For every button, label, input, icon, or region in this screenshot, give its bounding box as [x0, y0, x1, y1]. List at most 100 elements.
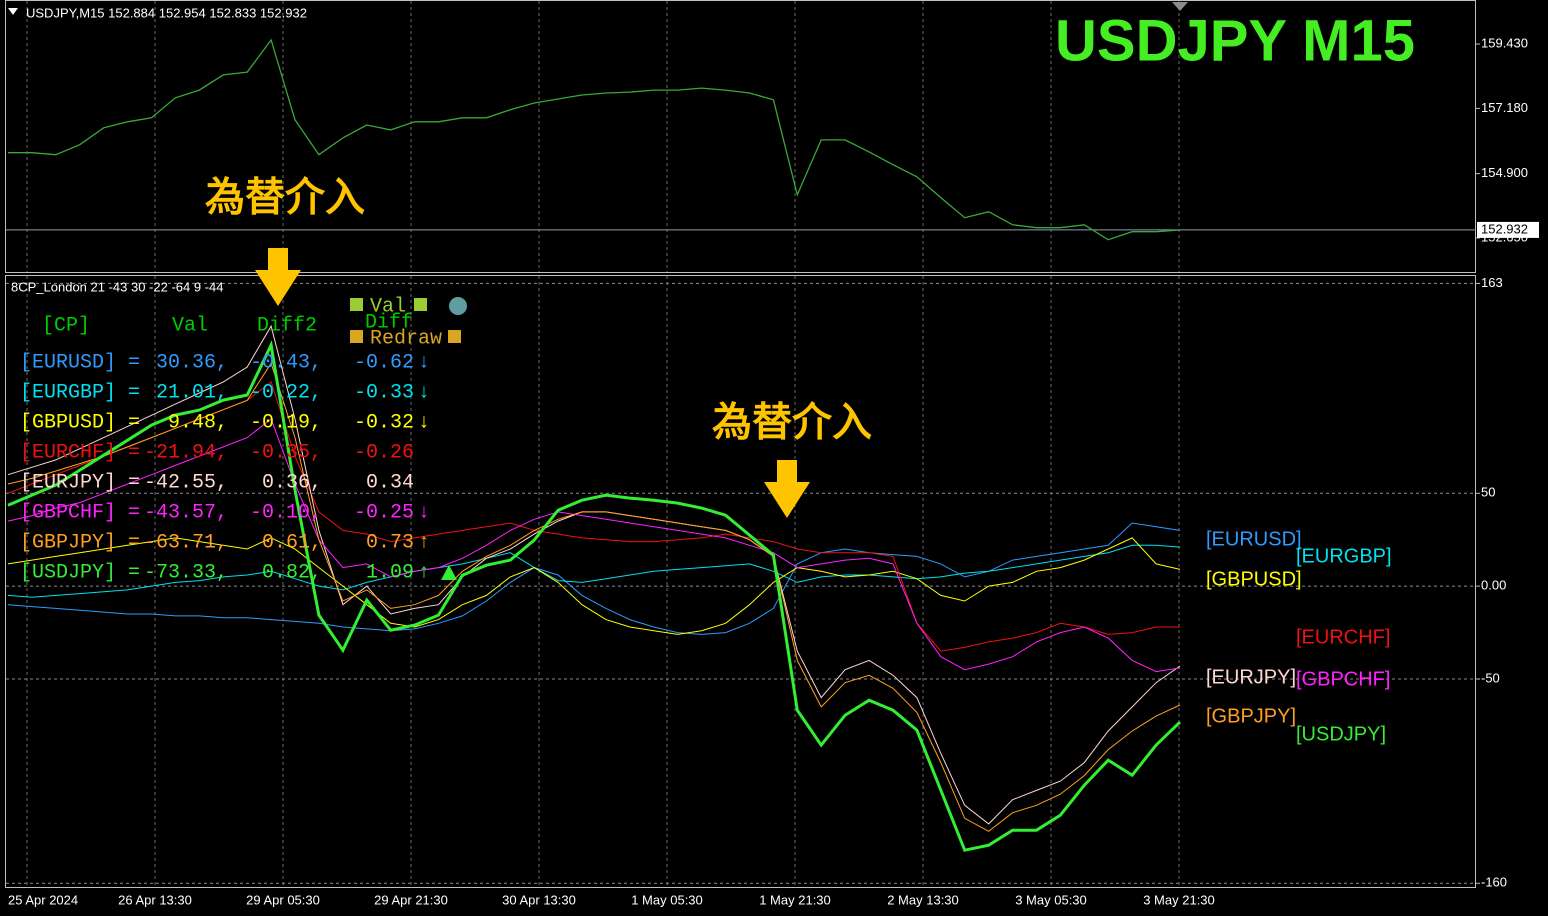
status-dot	[449, 297, 467, 315]
table-cell: [EURCHF] =	[20, 441, 140, 464]
x-tick-label: 29 Apr 21:30	[374, 892, 448, 907]
series-line	[7, 537, 1181, 635]
table-cell: 30.36,	[156, 351, 228, 374]
table-cell: 0.36,	[262, 471, 322, 494]
table-cell: -0.32	[354, 411, 414, 434]
table-cell: [USDJPY] =	[20, 561, 140, 584]
price-panel-frame	[5, 0, 1476, 273]
table-header: [CP]	[42, 314, 90, 337]
table-header: Diff2	[257, 314, 317, 337]
x-tick-label: 30 Apr 13:30	[502, 892, 576, 907]
last-price-label: 152.932	[1481, 221, 1528, 236]
table-cell: -0.25	[354, 501, 414, 524]
legend-label: [GBPJPY]	[1206, 705, 1296, 727]
indicator-panel-frame	[5, 275, 1476, 888]
x-tick-label: 25 Apr 2024	[8, 892, 78, 907]
table-cell: -73.33,	[144, 561, 228, 584]
x-tick-label: 3 May 21:30	[1143, 892, 1215, 907]
menu-triangle[interactable]	[8, 8, 18, 15]
control-button[interactable]: Diff	[365, 311, 413, 334]
table-cell: ↓	[418, 351, 430, 374]
price-header: USDJPY,M15 152.884 152.954 152.833 152.9…	[26, 5, 307, 20]
table-cell: -0.62	[354, 351, 414, 374]
table-cell: ↓	[418, 381, 430, 404]
price-line	[8, 38, 1181, 241]
legend-label: [EURCHF]	[1296, 626, 1390, 648]
big-title: USDJPY M15	[1055, 8, 1415, 73]
table-cell: ↓	[418, 501, 430, 524]
table-cell: 0.73	[366, 531, 414, 554]
x-tick-label: 29 Apr 05:30	[246, 892, 320, 907]
series-line	[7, 362, 1181, 832]
annotation-arrow	[764, 460, 810, 518]
table-cell: -0.19,	[250, 411, 322, 434]
button-square	[448, 330, 461, 343]
legend-label: [EURJPY]	[1206, 666, 1296, 688]
table-cell: [EURJPY] =	[20, 471, 140, 494]
indicator-title: 8CP_London 21 -43 30 -22 -64 9 -44	[11, 279, 224, 294]
button-square	[350, 330, 363, 343]
table-cell: -63.71,	[144, 531, 228, 554]
series-line	[7, 340, 1182, 852]
last-price-box	[1477, 221, 1539, 238]
table-cell: -0.10,	[250, 501, 322, 524]
table-cell: [GBPCHF] =	[20, 501, 140, 524]
annotation-arrow	[255, 248, 301, 306]
signal-marker	[441, 565, 457, 580]
y-tick-label: 157.180	[1481, 100, 1528, 115]
legend-label: [GBPUSD]	[1206, 568, 1302, 590]
series-line	[7, 522, 1181, 635]
annotation: 為替介入	[205, 176, 365, 220]
shift-marker	[1172, 2, 1188, 11]
table-cell: -0.26	[354, 441, 414, 464]
legend-label: [EURUSD]	[1206, 528, 1302, 550]
table-cell: [EURUSD] =	[20, 351, 140, 374]
grid-layer	[6, 1, 1476, 887]
x-tick-label: 1 May 21:30	[759, 892, 831, 907]
table-cell: [GBPUSD] =	[20, 411, 140, 434]
table-cell: 0.82,	[262, 561, 322, 584]
table-cell: -21.94,	[144, 441, 228, 464]
marks-layer	[7, 38, 1182, 852]
table-cell: -0.43,	[250, 351, 322, 374]
table-cell: 1.09	[366, 561, 414, 584]
table-cell: ↑	[418, 531, 430, 554]
legend-label: [USDJPY]	[1296, 723, 1386, 745]
x-tick-label: 3 May 05:30	[1015, 892, 1087, 907]
table-cell: ↑	[418, 561, 430, 584]
y-tick-label: 154.900	[1481, 165, 1528, 180]
series-line	[7, 418, 1181, 673]
y-tick-label: 163	[1481, 275, 1503, 290]
table-cell: -0.22,	[250, 381, 322, 404]
y-tick-label: -160	[1481, 875, 1507, 890]
y-tick-label: -50	[1481, 670, 1500, 685]
y-tick-label: 0.00	[1481, 578, 1506, 593]
table-cell: [EURGBP] =	[20, 381, 140, 404]
legend-label: [EURGBP]	[1296, 545, 1392, 567]
x-tick-label: 2 May 13:30	[887, 892, 959, 907]
y-tick-label: 50	[1481, 485, 1495, 500]
table-cell: -42.55,	[144, 471, 228, 494]
control-button[interactable]: Redraw	[370, 327, 442, 350]
table-cell: ↓	[418, 411, 430, 434]
table-cell: 21.01,	[156, 381, 228, 404]
table-cell: [GBPJPY] =	[20, 531, 140, 554]
table-cell: 9.48,	[168, 411, 228, 434]
button-square	[414, 298, 427, 311]
table-cell: 0.34	[366, 471, 414, 494]
table-cell: -0.35,	[250, 441, 322, 464]
y-tick-label: 159.430	[1481, 35, 1528, 50]
table-cell: -0.33	[354, 381, 414, 404]
legend-label: [GBPCHF]	[1296, 668, 1390, 690]
table-header: Val	[172, 314, 208, 337]
table-cell: -43.57,	[144, 501, 228, 524]
x-tick-label: 26 Apr 13:30	[118, 892, 192, 907]
x-tick-label: 1 May 05:30	[631, 892, 703, 907]
control-button[interactable]: Val	[370, 295, 406, 318]
table-cell: 0.61,	[262, 531, 322, 554]
series-line	[7, 544, 1181, 598]
button-square	[350, 298, 363, 311]
